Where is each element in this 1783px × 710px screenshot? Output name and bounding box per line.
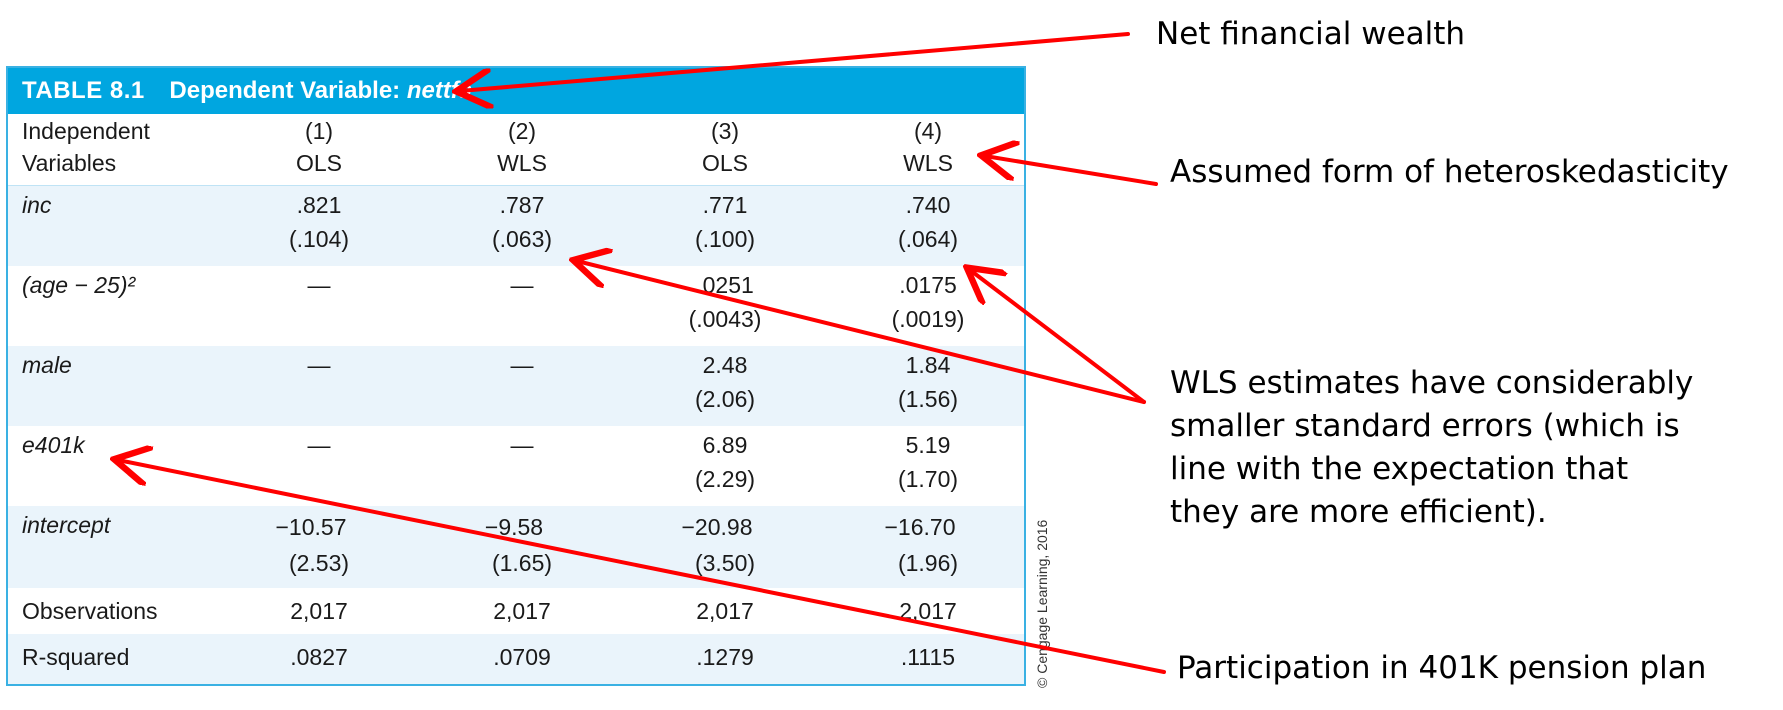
coefficient: — [510,352,534,378]
coefficient: — [510,432,534,458]
header-label-line2: Variables [22,150,117,176]
standard-error: (.0043) [688,306,762,332]
coefficient: .821 [296,192,342,218]
observations-value: 2,017 [493,598,551,624]
arrow-to-wls-se-column-two [577,261,1146,404]
row-label: male [22,352,72,378]
standard-error: (.064) [897,226,959,252]
standard-error: (2.53) [288,550,350,576]
rsquared-value: .0827 [290,644,348,670]
coefficient: 5.19 [905,432,951,458]
column-number: (2) [507,118,537,144]
coefficient: — [307,432,331,458]
coefficient: 2.48 [702,352,748,378]
header-label-line1: Independent [22,118,150,144]
rsquared-value: .0709 [493,644,551,670]
table-row: intercept −10.57 (2.53) −9.58 (1.65) −20… [8,506,1024,588]
coefficient: .740 [905,192,951,218]
regression-table: TABLE 8.1 Dependent Variable: nettfa Ind… [6,66,1026,686]
annotation-wls-line1: WLS estimates have considerably [1170,365,1694,401]
rsquared-row: R-squared .0827 .0709 .1279 .1115 [8,634,1024,684]
column-number: (4) [913,118,943,144]
row-label: inc [22,192,52,218]
annotation-wls-line4: they are more efficient). [1170,494,1547,530]
observations-value: 2,017 [696,598,754,624]
table-row: male — — 2.48 (2.06) 1.84 (1.56) [8,346,1024,426]
coefficient: .771 [702,192,748,218]
table-number: TABLE 8.1 [22,77,145,104]
annotation-heteroskedasticity: Assumed form of heteroskedasticity [1170,154,1729,190]
annotation-wls-line3: line with the expectation that [1170,451,1629,487]
coefficient: −16.70 [884,514,956,540]
arrow-to-column-four [985,156,1158,186]
table-row: inc .821 (.104) .787 (.063) .771 (.100) … [8,186,1024,266]
coefficient: 1.84 [905,352,951,378]
standard-error: (2.29) [694,466,756,492]
coefficient: — [307,352,331,378]
coefficient: — [307,272,331,298]
standard-error: (.100) [694,226,756,252]
column-method: OLS [701,150,749,176]
column-method: OLS [295,150,343,176]
coefficient: — [510,272,534,298]
table-row: (age − 25)² — — .0251 (.0043) .0175 (.00… [8,266,1024,346]
standard-error: (.0019) [891,306,965,332]
standard-error: (2.06) [694,386,756,412]
coefficient: 6.89 [702,432,748,458]
standard-error: (1.96) [897,550,959,576]
table-title: TABLE 8.1 Dependent Variable: nettfa [8,68,1024,114]
row-label: e401k [22,432,85,458]
annotation-participation: Participation in 401K pension plan [1177,650,1707,686]
column-number: (3) [710,118,740,144]
standard-error: (.063) [491,226,553,252]
column-method: WLS [497,150,547,176]
header-divider [8,185,1024,186]
table-header-row: Independent Variables (1) OLS (2) WLS (3… [8,114,1024,184]
rsquared-value: .1115 [900,644,956,670]
row-label: intercept [22,512,111,538]
row-label: (age − 25)² [22,272,136,298]
standard-error: (1.56) [897,386,959,412]
arrow-to-dependent-variable [460,32,1130,91]
standard-error: (3.50) [694,550,756,576]
annotation-net-wealth: Net financial wealth [1156,16,1466,52]
column-number: (1) [304,118,334,144]
standard-error: (1.70) [897,466,959,492]
arrow-to-e401k [118,460,1166,674]
table-row: e401k — — 6.89 (2.29) 5.19 (1.70) [8,426,1024,506]
annotation-wls-line2: smaller standard errors (which is [1170,408,1680,444]
standard-error: (.104) [288,226,350,252]
rsquared-value: .1279 [696,644,754,670]
coefficient: −20.98 [681,514,753,540]
table-title-prefix: Dependent Variable: [169,77,401,104]
observations-value: 2,017 [290,598,348,624]
standard-error: (1.65) [491,550,553,576]
row-label: R-squared [22,644,130,670]
row-label: Observations [22,598,158,624]
column-method: WLS [903,150,953,176]
coefficient: −10.57 [275,514,347,540]
arrow-to-wls-se-column-four [970,270,1146,404]
coefficient: .0175 [899,272,957,298]
coefficient: .787 [499,192,545,218]
